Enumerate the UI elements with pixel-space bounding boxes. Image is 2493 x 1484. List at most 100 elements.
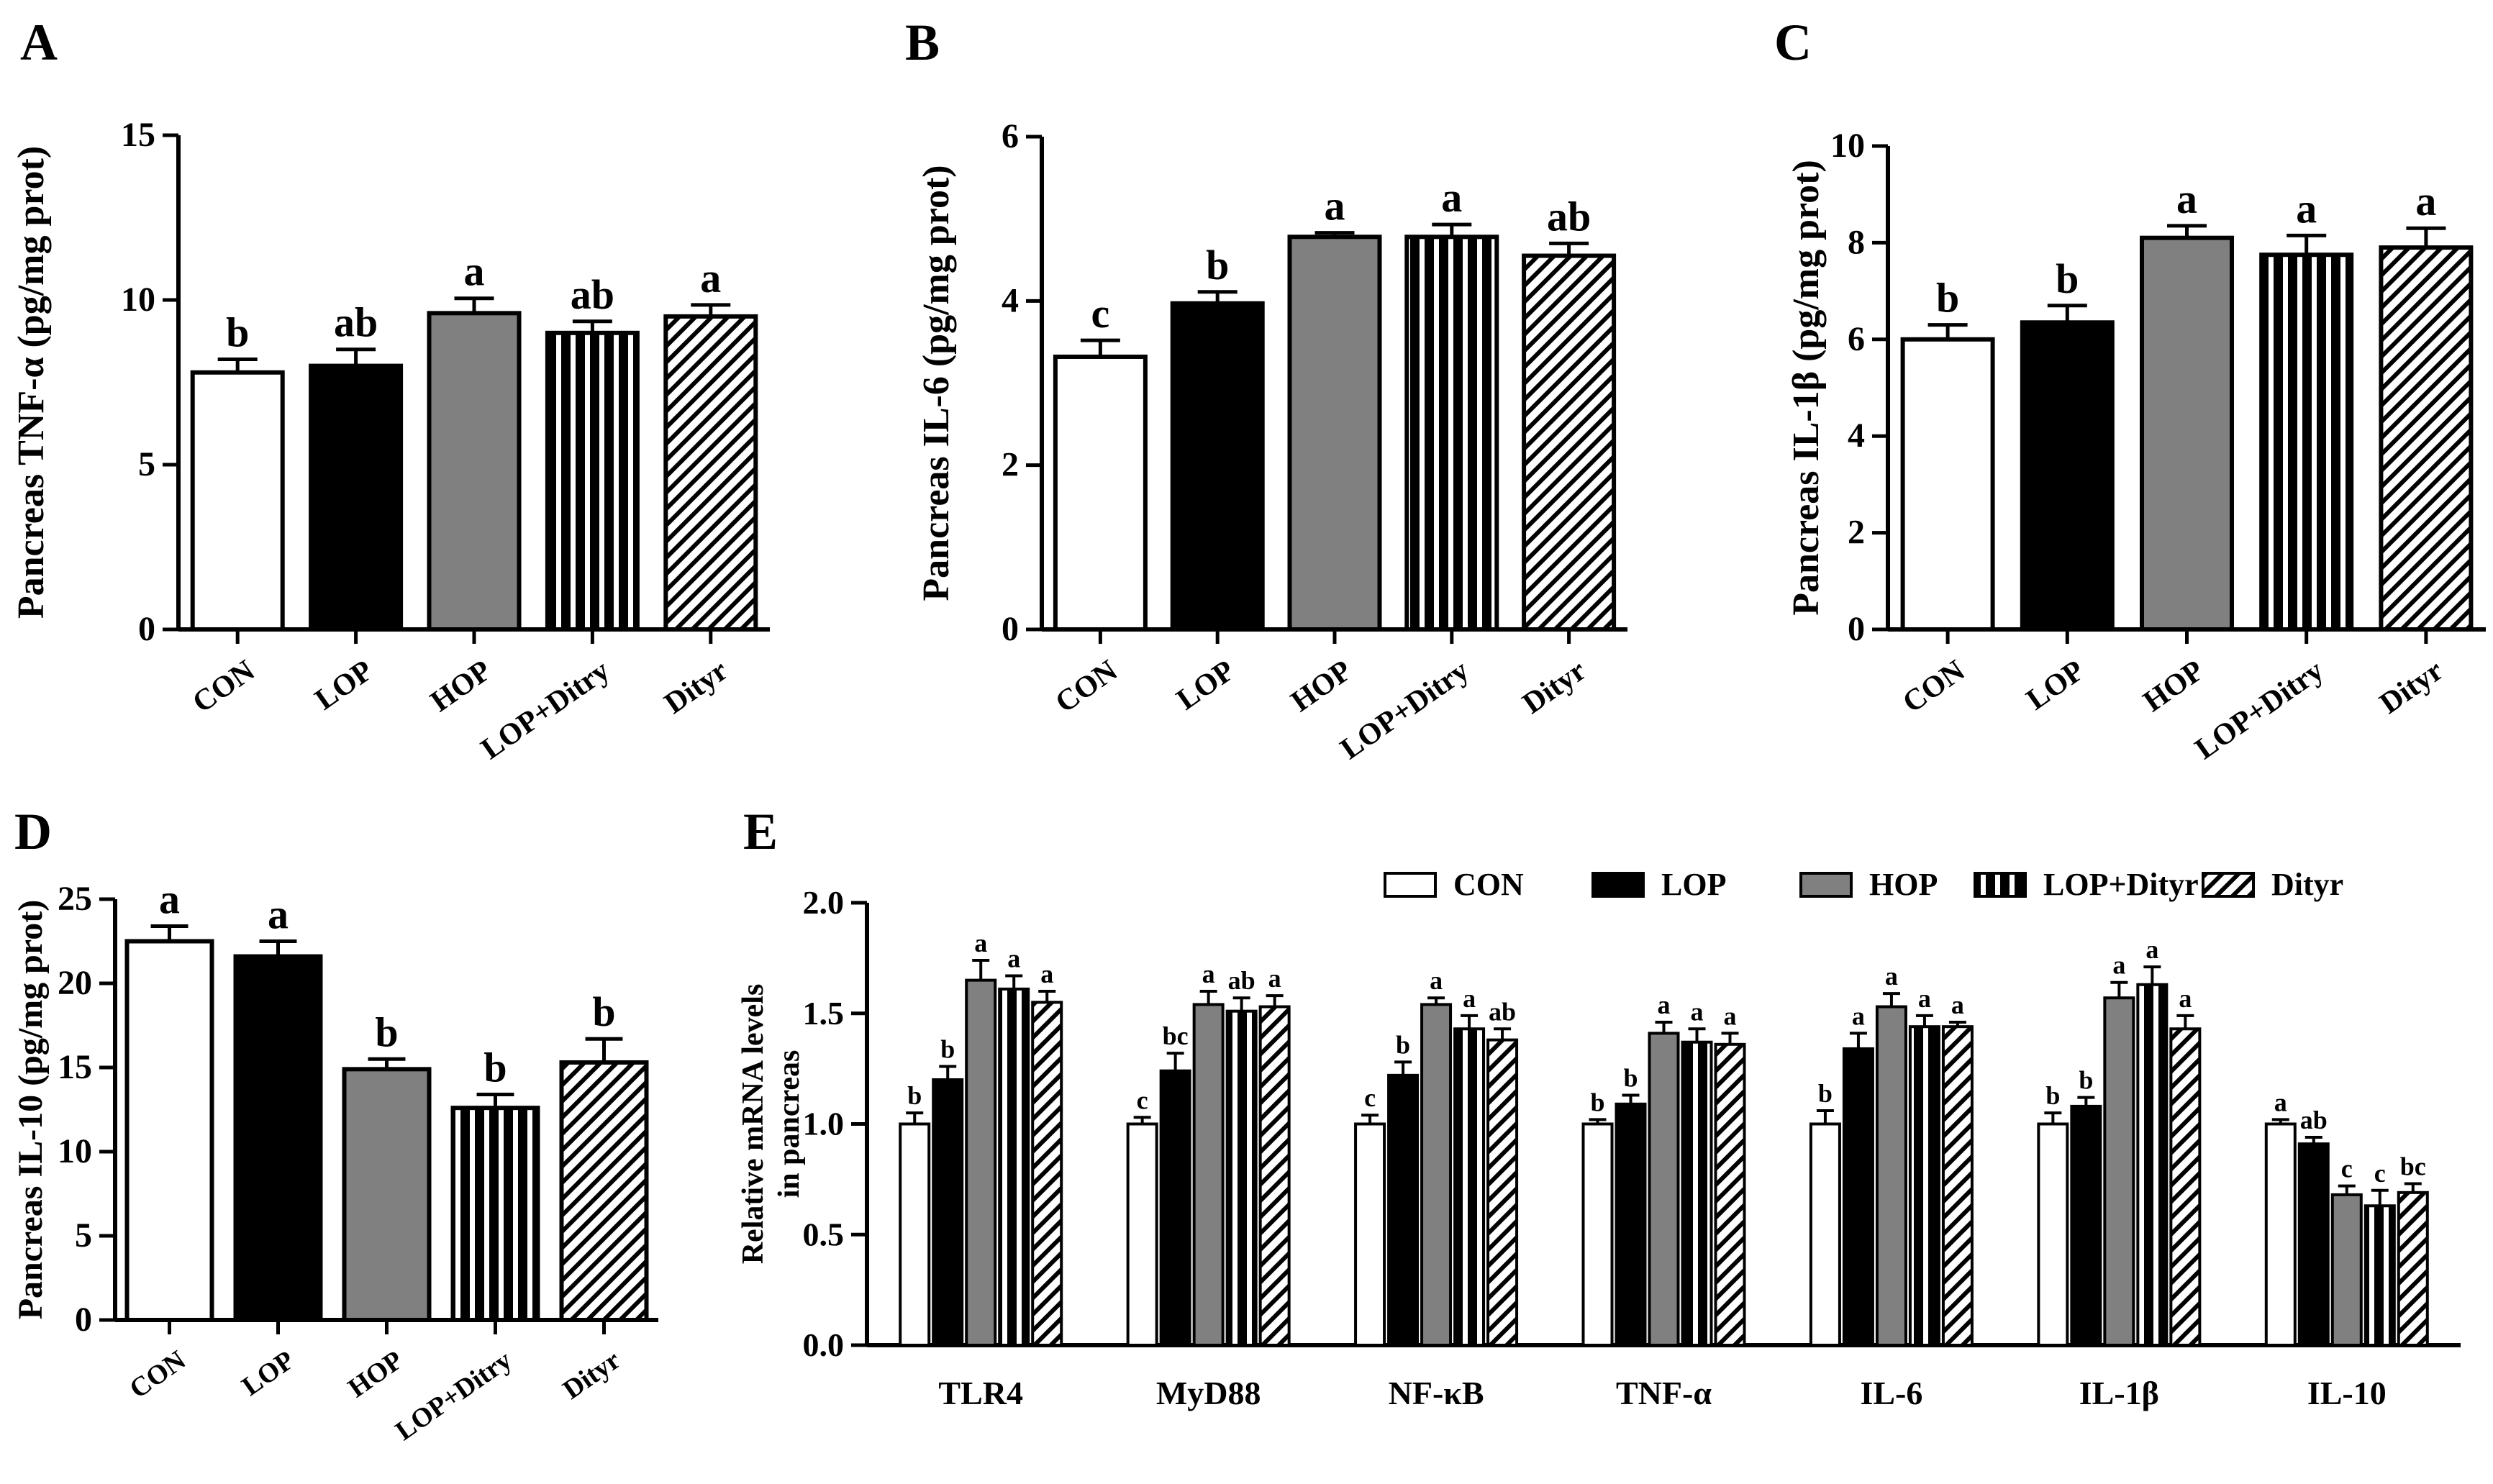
- bar-CON-TLR4: [899, 1122, 931, 1347]
- significance-letter: ab: [1547, 193, 1591, 240]
- significance-letter: a: [464, 248, 485, 295]
- significance-letter: b: [2079, 1066, 2093, 1095]
- significance-letter: a: [1885, 962, 1898, 991]
- y-tick-label: 10: [121, 281, 155, 319]
- significance-letter: c: [2341, 1155, 2353, 1183]
- x-tick-label: CON: [187, 654, 261, 719]
- y-tick-label: 0: [1002, 610, 1019, 648]
- significance-letter: a: [159, 875, 180, 922]
- bar-CON: [1900, 337, 1995, 632]
- x-tick-label: LOP: [2020, 654, 2090, 716]
- significance-letter: c: [1137, 1085, 1148, 1114]
- bar-CON-IL-10: [2264, 1122, 2297, 1347]
- significance-letter: b: [1396, 1030, 1410, 1059]
- y-tick-label: 0.0: [803, 1326, 845, 1363]
- bar-Dityr: [1522, 253, 1617, 632]
- significance-letter: a: [1007, 944, 1020, 973]
- x-tick-label: TNF-α: [1616, 1375, 1712, 1411]
- bar-CON-MyD88: [1126, 1122, 1158, 1347]
- bar-LOP: [309, 363, 404, 632]
- bar-CON: [124, 939, 214, 1322]
- significance-letter: a: [2296, 185, 2317, 232]
- x-tick-label: CON: [1897, 654, 1971, 719]
- significance-letter: a: [1441, 174, 1462, 221]
- panel-A: A 0 5 10 15 Pancreas TNF-α (pg/mg prot) b CON ab…: [11, 14, 770, 766]
- y-tick-label: 25: [58, 880, 92, 918]
- significance-letter: a: [2179, 984, 2192, 1013]
- panel-label-B: B: [905, 14, 940, 71]
- significance-letter: ab: [2300, 1106, 2328, 1134]
- bar-HOP-TLR4: [965, 978, 997, 1347]
- significance-letter: a: [1852, 1001, 1865, 1030]
- bar-HOP-IL-10: [2330, 1193, 2363, 1347]
- bar-LOP+Dityr-IL-10: [2363, 1204, 2396, 1347]
- significance-letter: a: [1463, 984, 1476, 1013]
- significance-letter: b: [1206, 242, 1229, 288]
- significance-letter: b: [375, 1009, 398, 1055]
- bar-LOP: [2020, 320, 2115, 632]
- y-axis-label: Pancreas IL-1β (pg/mg prot): [1786, 160, 1827, 616]
- bar-LOP+Dityr-TLR4: [998, 987, 1030, 1347]
- bar-LOP: [1170, 301, 1265, 632]
- x-tick-label: Dityr: [1517, 654, 1592, 721]
- significance-letter: b: [226, 309, 249, 355]
- y-tick-label: 15: [121, 116, 155, 154]
- y-axis-label-line: in pancreas: [773, 1050, 806, 1198]
- y-tick-label: 0: [1848, 610, 1865, 648]
- bar-LOP+Dityr-TNF-α: [1681, 1040, 1713, 1347]
- bar-CON-IL-6: [1809, 1122, 1841, 1347]
- bar-LOP-NF-κB: [1387, 1073, 1420, 1347]
- x-tick-label: NF-κB: [1389, 1375, 1484, 1411]
- legend-label-LOP: LOP: [1661, 867, 1726, 902]
- significance-letter: b: [2045, 1081, 2060, 1110]
- panel-B: B 0 2 4 6 Pancreas IL-6 (pg/mg prot) c CON b LOP a…: [905, 14, 1627, 766]
- y-axis-label: Pancreas IL-6 (pg/mg prot): [916, 165, 957, 601]
- significance-letter: a: [1325, 183, 1345, 229]
- y-tick-label: 1.0: [803, 1106, 845, 1142]
- x-tick-label: LOP+Ditry: [1335, 654, 1475, 766]
- significance-letter: ab: [1228, 966, 1255, 995]
- bar-LOP-IL-1β: [2070, 1104, 2102, 1347]
- x-tick-label: TLR4: [938, 1375, 1023, 1411]
- x-tick-label: CON: [124, 1345, 191, 1405]
- bar-HOP: [2140, 235, 2234, 632]
- significance-letter: b: [483, 1044, 507, 1091]
- panel-label-E: E: [743, 803, 778, 860]
- legend-swatch-HOP: [1799, 872, 1853, 898]
- bar-LOP-TLR4: [932, 1078, 964, 1347]
- legend-swatch-LOP+Dityr: [1974, 872, 2027, 898]
- bar-LOP+Ditry: [2259, 252, 2354, 632]
- significance-letter: b: [1590, 1088, 1604, 1116]
- significance-letter: a: [1268, 964, 1281, 993]
- bar-CON-TNF-α: [1581, 1122, 1614, 1347]
- bar-Dityr-IL-1β: [2169, 1027, 2202, 1347]
- y-axis-label: Pancreas TNF-α (pg/mg prot): [11, 146, 52, 619]
- significance-letter: b: [907, 1081, 922, 1110]
- bar-LOP-IL-10: [2297, 1142, 2330, 1347]
- y-axis-label: Pancreas IL-10 (pg/mg prot): [12, 900, 50, 1320]
- x-tick-label: LOP+Ditry: [476, 654, 616, 766]
- significance-letter: a: [1658, 991, 1671, 1019]
- panel-E: E 0.0 0.5 1.0 1.5 2.0 Relative mRNA levelsin p…: [737, 803, 2461, 1411]
- y-tick-label: 10: [58, 1132, 92, 1170]
- significance-letter: b: [1623, 1064, 1638, 1093]
- significance-letter: a: [700, 255, 721, 301]
- legend-label-Dityr: Dityr: [2271, 867, 2343, 902]
- x-tick-label: LOP+Ditry: [390, 1345, 517, 1447]
- y-tick-label: 0: [75, 1301, 92, 1339]
- bar-CON: [190, 370, 285, 632]
- y-axis-label-line: Relative mRNA levels: [737, 984, 770, 1265]
- significance-letter: a: [268, 891, 289, 938]
- y-tick-label: 2: [1848, 514, 1865, 552]
- legend-swatch-LOP: [1591, 872, 1645, 898]
- bar-Dityr-TLR4: [1031, 1001, 1063, 1347]
- significance-letter: a: [1918, 984, 1931, 1013]
- legend-label-LOP+Dityr: LOP+Dityr: [2043, 867, 2199, 902]
- bar-Dityr-IL-10: [2397, 1191, 2429, 1347]
- legend-swatch-Dityr: [2202, 872, 2255, 898]
- x-tick-label: IL-6: [1860, 1375, 1922, 1411]
- significance-letter: b: [1936, 275, 1959, 322]
- x-tick-label: IL-1β: [2079, 1375, 2159, 1411]
- x-tick-label: MyD88: [1156, 1375, 1261, 1411]
